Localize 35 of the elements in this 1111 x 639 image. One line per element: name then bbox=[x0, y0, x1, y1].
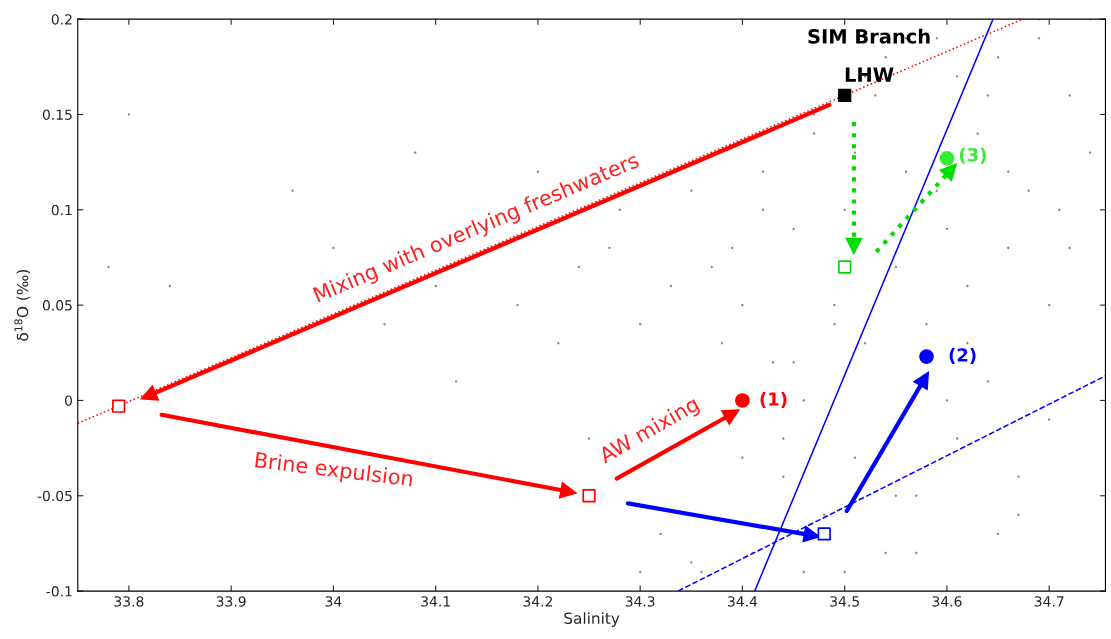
point bbox=[735, 393, 750, 408]
annotation: Brine expulsion bbox=[254, 451, 413, 491]
x-tick-label: 34.7 bbox=[1034, 596, 1064, 607]
x-tick-label: 34.3 bbox=[625, 596, 655, 607]
x-tick-label: 34 bbox=[325, 596, 342, 607]
annotation: (1) bbox=[760, 391, 787, 408]
x-tick-label: 34.1 bbox=[421, 596, 450, 607]
point bbox=[845, 237, 863, 255]
y-tick-label: 0 bbox=[64, 395, 72, 406]
x-tick-label: 33.8 bbox=[114, 596, 144, 607]
point bbox=[817, 527, 831, 541]
annotation: LHW bbox=[845, 67, 894, 82]
point bbox=[919, 349, 934, 364]
point bbox=[558, 481, 577, 499]
x-tick-label: 33.9 bbox=[216, 596, 246, 607]
annotation: (2) bbox=[949, 347, 976, 364]
annotation: SIM Branch bbox=[808, 28, 930, 44]
x-tick-label: 34.4 bbox=[728, 596, 758, 607]
point bbox=[582, 489, 596, 503]
y-tick-label: -0.05 bbox=[37, 490, 72, 502]
y-tick-label: -0.1 bbox=[46, 586, 72, 597]
x-axis-title: Salinity bbox=[564, 612, 620, 627]
x-tick-label: 34.2 bbox=[523, 596, 552, 607]
point bbox=[939, 151, 955, 166]
annotation: (3) bbox=[959, 147, 986, 164]
x-tick-label: 34.5 bbox=[830, 596, 859, 607]
point bbox=[838, 260, 852, 274]
y-tick-label: 0.1 bbox=[51, 204, 72, 216]
point bbox=[838, 88, 852, 103]
y-tick-label: 0.15 bbox=[42, 109, 72, 120]
point bbox=[112, 399, 126, 413]
x-tick-label: 34.6 bbox=[932, 596, 962, 607]
y-tick-label: 0.2 bbox=[51, 14, 72, 25]
y-tick-label: 0.05 bbox=[42, 300, 72, 311]
y-axis-title: δ$^{18}$O (‰) bbox=[14, 270, 31, 341]
